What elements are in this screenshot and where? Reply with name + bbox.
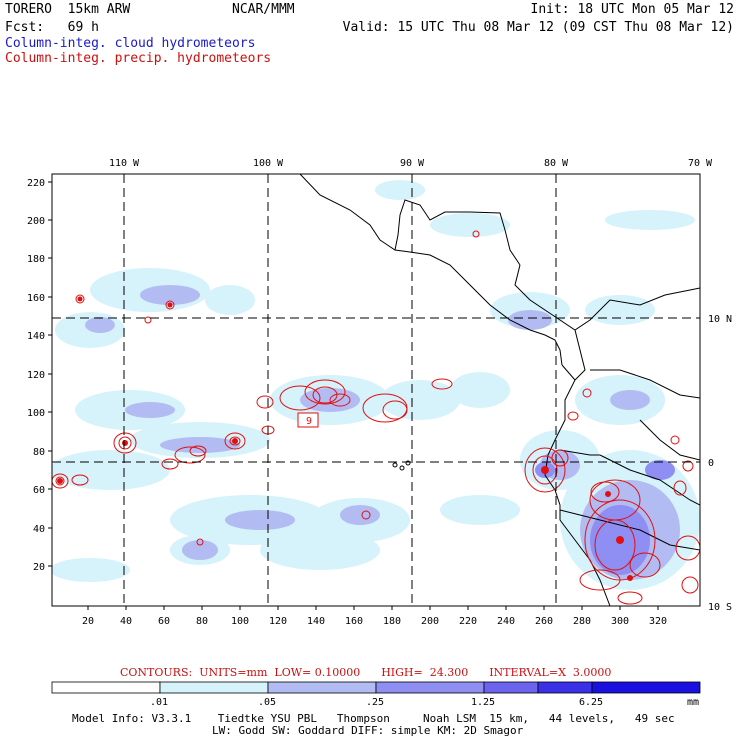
colorbar-label: 1.25 xyxy=(471,697,496,708)
x-tick-label: 220 xyxy=(459,616,477,627)
lon-label-80w: 80 W xyxy=(544,158,569,169)
colorbar xyxy=(51,681,701,694)
x-tick-label: 40 xyxy=(120,616,132,627)
lon-label-100w: 100 W xyxy=(253,158,284,169)
y-tick-label: 200 xyxy=(27,216,45,227)
contour-value-box xyxy=(297,412,319,428)
x-tick-label: 160 xyxy=(345,616,363,627)
lon-label-110w: 110 W xyxy=(109,158,140,169)
cloud-shading xyxy=(52,180,700,590)
x-tick-label: 100 xyxy=(231,616,249,627)
field-cloud-title: Column-integ. cloud hydrometeors xyxy=(5,36,256,51)
colorbar-segment xyxy=(591,681,701,694)
coastlines xyxy=(299,174,700,606)
y-tick-label: 20 xyxy=(33,562,45,573)
x-tick-label: 20 xyxy=(82,616,94,627)
x-tick-label: 180 xyxy=(383,616,401,627)
x-tick-label: 120 xyxy=(269,616,287,627)
y-tick-label: 140 xyxy=(27,331,45,342)
field-precip-title: Column-integ. precip. hydrometeors xyxy=(5,51,272,66)
y-tick-label: 160 xyxy=(27,293,45,304)
axis-ticks xyxy=(48,181,659,610)
organization: NCAR/MMM xyxy=(232,2,295,17)
x-tick-label: 80 xyxy=(196,616,208,627)
x-tick-label: 300 xyxy=(611,616,629,627)
y-tick-label: 60 xyxy=(33,485,45,496)
precip-contours xyxy=(52,230,700,605)
x-tick-label: 320 xyxy=(649,616,667,627)
colorbar-segment xyxy=(537,681,593,694)
model-info-line2: LW: Godd SW: Goddard DIFF: simple KM: 2D… xyxy=(212,724,524,737)
colorbar-segment xyxy=(267,681,377,694)
precip-maxima xyxy=(57,296,633,581)
y-tick-label: 120 xyxy=(27,370,45,381)
colorbar-segment xyxy=(375,681,485,694)
contour-value-label: 9 xyxy=(306,416,312,427)
lon-label-90w: 90 W xyxy=(400,158,425,169)
model-info-line1: Model Info: V3.3.1 Tiedtke YSU PBL Thomp… xyxy=(72,712,675,725)
graticule xyxy=(52,174,700,606)
lat-label-10n: 10 N xyxy=(708,314,732,325)
y-tick-label: 80 xyxy=(33,447,45,458)
y-tick-label: 100 xyxy=(27,408,45,419)
x-tick-label: 60 xyxy=(158,616,170,627)
colorbar-label: .01 xyxy=(150,697,169,708)
valid-time: Valid: 15 UTC Thu 08 Mar 12 (09 CST Thu … xyxy=(342,20,734,35)
colorbar-label: .05 xyxy=(258,697,277,708)
y-tick-label: 40 xyxy=(33,524,45,535)
colorbar-units: mm xyxy=(687,697,700,708)
contours-note: CONTOURS: UNITS=mm LOW= 0.10000 HIGH= 24… xyxy=(120,666,612,679)
x-tick-label: 140 xyxy=(307,616,325,627)
colorbar-label: .25 xyxy=(366,697,385,708)
colorbar-segment xyxy=(51,681,161,694)
init-time: Init: 18 UTC Mon 05 Mar 12 xyxy=(530,2,735,17)
model-name: TORERO 15km ARW xyxy=(5,2,131,17)
x-tick-label: 240 xyxy=(497,616,515,627)
lat-label-0: 0 xyxy=(708,458,714,469)
y-tick-label: 180 xyxy=(27,254,45,265)
lon-label-70w: 70 W xyxy=(688,158,713,169)
colorbar-segment xyxy=(159,681,269,694)
x-tick-label: 280 xyxy=(573,616,591,627)
y-tick-label: 220 xyxy=(27,178,45,189)
lat-label-10s: 10 S xyxy=(708,602,732,613)
forecast-hour: Fcst: 69 h xyxy=(5,20,99,35)
x-tick-label: 260 xyxy=(535,616,553,627)
x-tick-label: 200 xyxy=(421,616,439,627)
plot-frame xyxy=(51,173,701,607)
colorbar-label: 6.25 xyxy=(579,697,604,708)
colorbar-segment xyxy=(483,681,539,694)
